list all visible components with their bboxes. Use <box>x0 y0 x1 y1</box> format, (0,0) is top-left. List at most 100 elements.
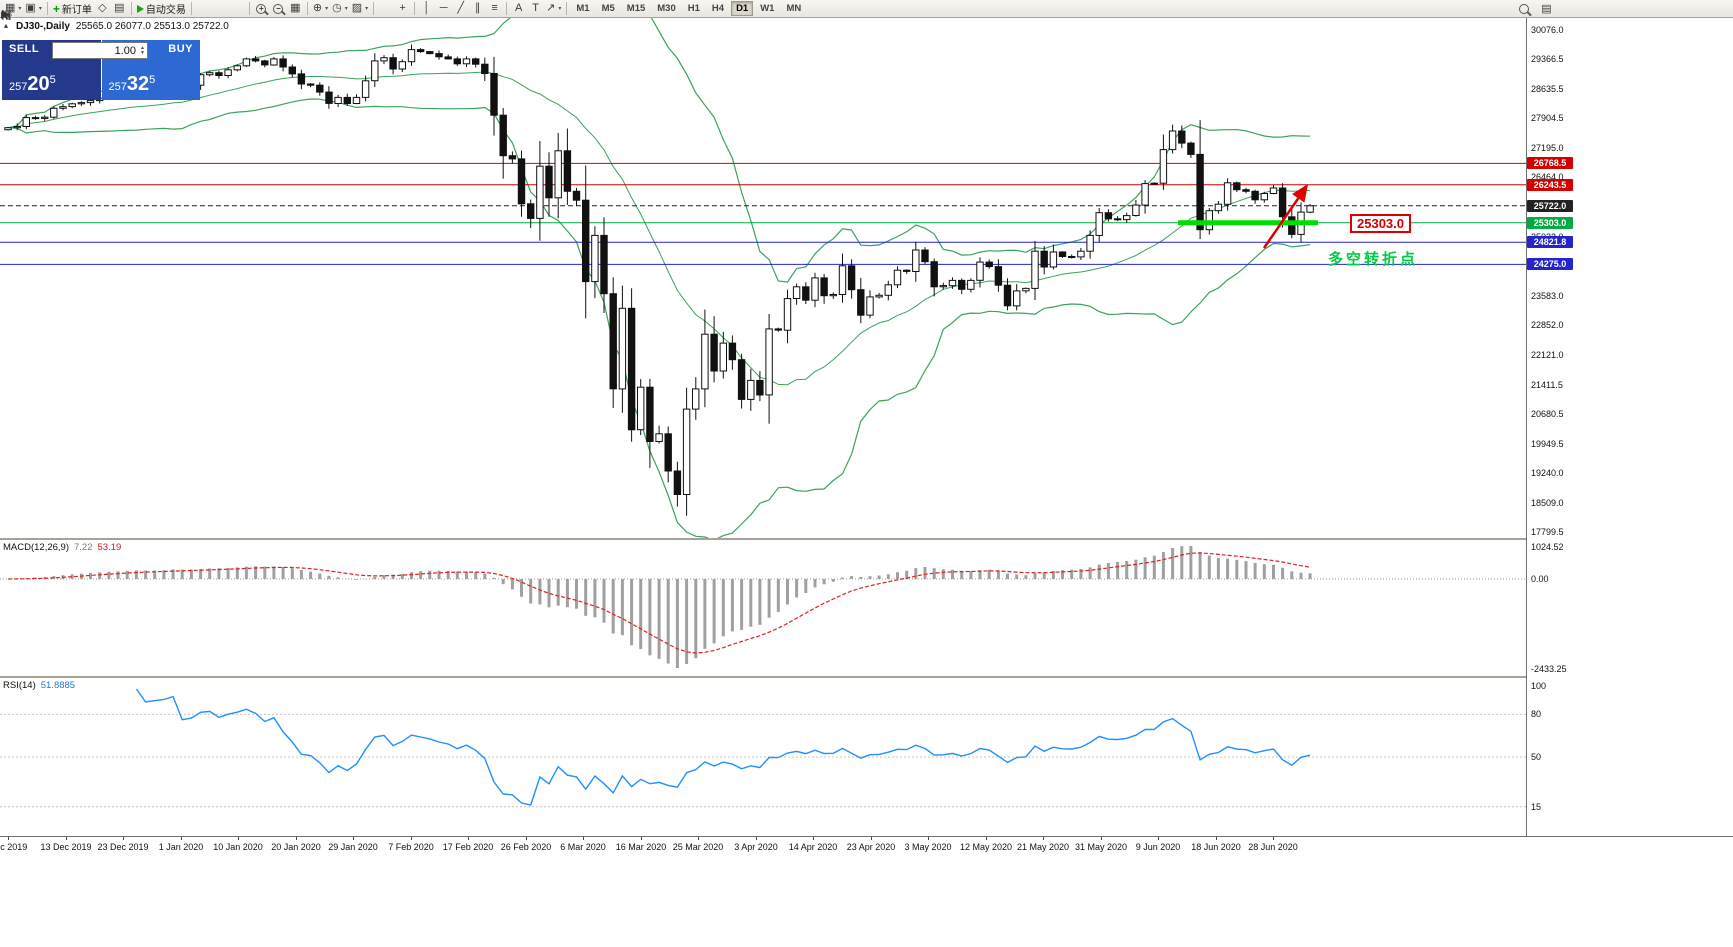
candlestick-chart-button[interactable] <box>1 1 229 20</box>
timeframe-mn-button[interactable]: MN <box>786 3 802 14</box>
candlestick-chart[interactable] <box>0 18 1526 538</box>
price-axis-label: 22121.0 <box>1531 349 1564 360</box>
price-axis-label: 20680.5 <box>1531 409 1564 419</box>
price-axis-label: 28635.5 <box>1531 83 1564 94</box>
time-axis-tick <box>66 837 67 840</box>
date-axis-label: 12 May 2020 <box>959 842 1013 852</box>
time-axis-tick <box>353 837 354 840</box>
channel-button[interactable]: ∥ <box>474 2 481 14</box>
date-axis-label: 1 Jan 2020 <box>158 842 204 852</box>
date-axis-label: 18 Jun 2020 <box>1191 842 1241 852</box>
timeframe-h1-button[interactable]: H1 <box>687 3 700 14</box>
time-axis-tick <box>928 837 929 840</box>
date-axis-label: 7 Feb 2020 <box>388 842 434 852</box>
time-axis-tick <box>468 837 469 840</box>
tile-windows-button[interactable]: ▦ <box>290 2 301 14</box>
price-axis-label: 30076.0 <box>1531 24 1564 35</box>
time-axis-tick <box>8 837 9 840</box>
horizontal-line-button[interactable]: ─ <box>439 2 448 14</box>
timeframe-h4-button[interactable]: H4 <box>711 3 725 14</box>
date-axis-label: 17 Feb 2020 <box>442 842 494 852</box>
date-axis-label: 9 Jun 2020 <box>1135 842 1181 852</box>
price-axis-label: 29366.5 <box>1531 54 1564 65</box>
new-chart-button[interactable]: ▦ ▾ <box>5 2 22 14</box>
chart-ohlc-header: DJ30-,Daily 25565.0 26077.0 25513.0 25722… <box>16 21 229 32</box>
time-axis-tick <box>238 837 239 840</box>
time-axis-tick <box>1273 837 1274 840</box>
time-axis-tick <box>871 837 872 840</box>
crosshair-button[interactable]: + <box>399 2 406 14</box>
metaeditor-button[interactable]: ◇ <box>98 2 107 14</box>
volume-spinner[interactable]: ▲ ▼ <box>140 44 145 56</box>
time-axis-tick <box>411 837 412 840</box>
bar-chart-button[interactable] <box>1 1 212 20</box>
fibonacci-button[interactable]: ≡ <box>491 2 498 14</box>
rsi-header: RSI(14) 51.8885 <box>3 680 76 691</box>
pivot-annotation-text: 多空转折点 <box>1328 251 1419 268</box>
chart-window-button[interactable]: ▤ <box>114 2 125 14</box>
symbol-period-label: DJ30-,Daily <box>16 21 70 32</box>
date-axis-label: 21 May 2020 <box>1016 842 1070 852</box>
time-axis-tick <box>1158 837 1159 840</box>
time-axis-tick <box>813 837 814 840</box>
timeframe-m5-button[interactable]: M5 <box>601 3 615 14</box>
timeframe-d1-button[interactable]: D1 <box>731 1 754 16</box>
volume-input[interactable]: 1.00 ▲ ▼ <box>52 42 148 59</box>
trade-panel-toggle[interactable]: ▴ <box>4 21 9 30</box>
time-axis-tick <box>123 837 124 840</box>
timeframe-w1-button[interactable]: W1 <box>760 3 775 14</box>
date-axis-label: 3 Apr 2020 <box>734 842 778 852</box>
sell-label: SELL <box>9 43 40 55</box>
time-axis-tick <box>526 837 527 840</box>
line-chart-button[interactable] <box>0 1 246 18</box>
price-scale[interactable]: 30076.0 29366.5 28635.5 27904.5 27195.0 26464… <box>1526 18 1733 836</box>
text-label-button[interactable]: T <box>532 2 539 14</box>
timeframe-m1-button[interactable]: M1 <box>576 3 590 14</box>
date-axis-label: 23 Apr 2020 <box>846 842 896 852</box>
document-icon[interactable]: ▤ <box>1541 2 1552 15</box>
trendline-button[interactable]: ╱ <box>457 2 464 14</box>
indicator-axis-label: -2433.25 <box>1531 664 1567 674</box>
indicator-axis-label: 15 <box>1531 801 1542 812</box>
new-order-button[interactable]: + 新订单 <box>52 1 92 17</box>
indicator-axis-label: 1024.52 <box>1531 542 1564 552</box>
panel-splitter[interactable] <box>0 538 1733 540</box>
text-button[interactable]: A <box>514 2 523 14</box>
price-tag: 26243.5 <box>1527 178 1573 191</box>
price-axis-label: 17799.5 <box>1531 527 1564 538</box>
vertical-line-button[interactable]: │ <box>423 2 431 14</box>
cursor-button[interactable] <box>2 1 394 20</box>
rsi-panel[interactable] <box>0 678 1526 836</box>
price-axis-label: 23583.0 <box>1531 290 1564 301</box>
zoom-out-button[interactable]: − <box>270 1 287 17</box>
one-click-trading-panel: SELL 257205 BUY 257325 1.00 ▲ ▼ <box>2 40 200 100</box>
periods-button[interactable]: ◷ ▾ <box>332 2 348 14</box>
date-axis-label: Dec 2019 <box>0 842 28 852</box>
toolbar: ▦ ▾ ▣ ▾ + 新订单 ◇ ▤ 自动交易 + − ▦ ⊕ ▾ ◷ ▾ ▨ ▾ + │ ─ ╱ ∥ ≡ A T ↗ ▾ M1 M5 M15… <box>0 0 1733 20</box>
macd-panel[interactable] <box>0 540 1526 676</box>
time-axis-tick <box>641 837 642 840</box>
date-axis-label: 25 Mar 2020 <box>672 842 724 852</box>
date-axis-label: 10 Jan 2020 <box>213 842 263 852</box>
indicator-axis-label: 100 <box>1531 681 1547 691</box>
timeframe-m15-button[interactable]: M15 <box>626 3 646 14</box>
time-axis-tick <box>1101 837 1102 840</box>
price-tag: 24275.0 <box>1527 258 1573 271</box>
date-axis-label: 13 Dec 2019 <box>40 842 92 852</box>
price-axis-label: 18509.0 <box>1531 497 1564 508</box>
arrows-button[interactable]: ↗ ▾ <box>546 2 562 14</box>
time-axis-tick <box>1216 837 1217 840</box>
autotrading-button[interactable]: 自动交易 <box>135 1 188 17</box>
timeframe-m30-button[interactable]: M30 <box>657 3 676 14</box>
time-axis-tick <box>1043 837 1044 840</box>
search-icon[interactable] <box>1515 1 1532 17</box>
zoom-in-button[interactable]: + <box>253 1 270 17</box>
chart-profiles-button[interactable]: ▣ ▾ <box>25 2 42 14</box>
time-axis-tick <box>986 837 987 840</box>
indicators-button[interactable]: ⊕ ▾ <box>312 2 329 14</box>
templates-button[interactable]: ▨ ▾ <box>351 2 369 14</box>
time-scale[interactable]: Dec 2019 13 Dec 2019 23 Dec 2019 1 Jan 2020… <box>0 836 1733 860</box>
time-axis-tick <box>296 837 297 840</box>
time-axis-tick <box>583 837 584 840</box>
panel-splitter[interactable] <box>0 676 1733 678</box>
